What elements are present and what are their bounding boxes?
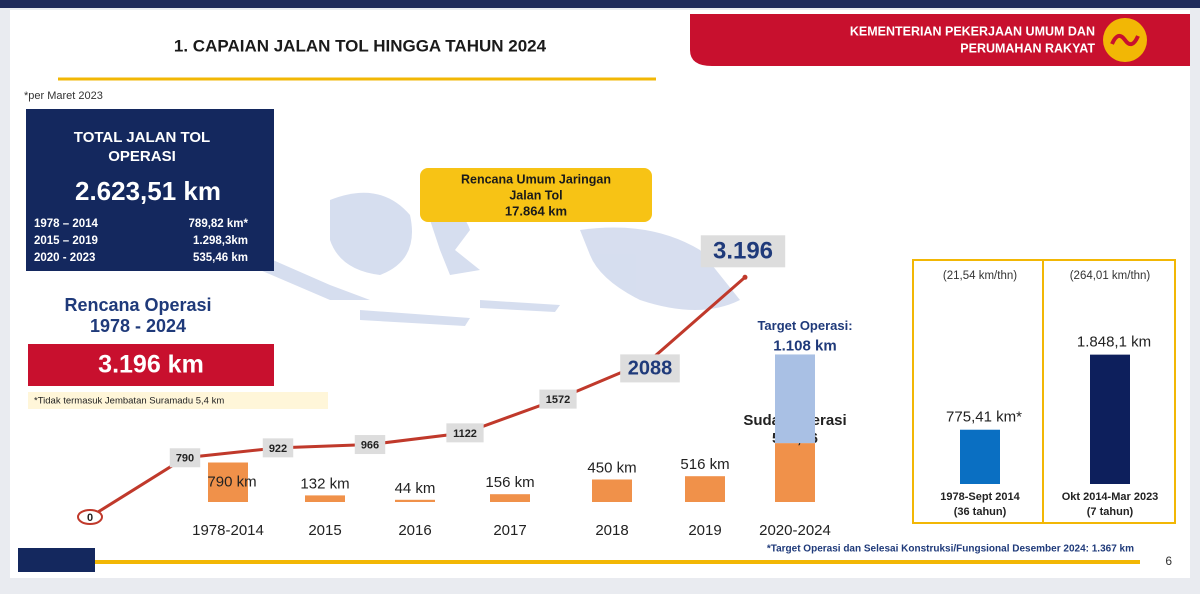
stack-segment	[775, 354, 815, 444]
plan-value: 3.196 km	[98, 351, 204, 379]
x-tick-label: 2018	[595, 522, 628, 539]
total-value: 2.623,51 km	[75, 176, 221, 206]
stack-name: Target Operasi:	[757, 318, 852, 333]
network-text: Rencana Umum Jaringan	[461, 172, 611, 186]
total-amount: 789,82 km*	[189, 218, 249, 230]
network-text: Jalan Tol	[509, 188, 562, 202]
bar	[490, 494, 530, 502]
bar	[1090, 354, 1130, 484]
compare-panel	[1042, 259, 1176, 524]
line-label: 1122	[453, 428, 477, 440]
bar	[395, 499, 435, 502]
ministry-banner	[690, 14, 1190, 66]
total-period: 2015 – 2019	[34, 235, 98, 247]
map	[250, 192, 740, 326]
x-tick-label: 2019	[688, 522, 721, 539]
total-box	[26, 109, 274, 271]
page-number: 6	[1165, 554, 1172, 568]
island	[430, 212, 480, 275]
line-label-bg	[169, 448, 201, 468]
total-title: OPERASI	[108, 148, 176, 165]
bar	[685, 476, 725, 502]
line-label-bg	[354, 435, 386, 455]
x-tick-label: (36 tahun)	[954, 506, 1007, 518]
bar	[592, 479, 632, 502]
total-period: 2020 - 2023	[34, 252, 95, 264]
line-label: 922	[269, 443, 287, 455]
total-amount: 1.298,3km	[193, 235, 248, 247]
plan-note: *Tidak termasuk Jembatan Suramadu 5,4 km	[34, 396, 224, 407]
x-tick-label: Okt 2014-Mar 2023	[1062, 491, 1159, 503]
island	[330, 192, 412, 275]
data-label: 790 km	[207, 473, 256, 490]
network-box	[420, 168, 652, 222]
slide-title: 1. CAPAIAN JALAN TOL HINGGA TAHUN 2024	[174, 36, 547, 55]
total-period: 1978 – 2014	[34, 218, 99, 230]
note: *per Maret 2023	[24, 90, 103, 102]
data-label: 775,41 km*	[946, 409, 1022, 426]
data-label: 44 km	[395, 480, 436, 497]
total-title: TOTAL JALAN TOL	[74, 129, 210, 146]
line-label-bg	[446, 423, 484, 443]
network-text: 17.864 km	[505, 203, 567, 218]
rate-label: (21,54 km/thn)	[943, 270, 1017, 282]
bar	[208, 462, 248, 502]
x-tick-label: (7 tahun)	[1087, 506, 1134, 518]
plan-note-bg	[28, 392, 328, 409]
line-label: 0	[87, 512, 93, 524]
island	[360, 310, 470, 326]
plan-box	[28, 344, 274, 386]
line-label-bg	[539, 389, 577, 409]
total-amount: 535,46 km	[193, 252, 248, 264]
data-label: 450 km	[587, 459, 636, 476]
x-tick-label: 2016	[398, 522, 431, 539]
data-label: 516 km	[680, 456, 729, 473]
x-tick-label: 1978-Sept 2014	[940, 491, 1020, 503]
logo-mark	[1110, 33, 1140, 47]
ministry-line: PERUMAHAN RAKYAT	[960, 41, 1095, 55]
line-point	[742, 274, 748, 280]
line-label: 790	[176, 453, 194, 465]
bar	[305, 495, 345, 502]
line-label: 1572	[546, 394, 570, 406]
ministry-line: KEMENTERIAN PEKERJAAN UMUM DAN	[850, 24, 1095, 38]
stack-segment	[775, 443, 815, 502]
island	[250, 250, 370, 300]
x-tick-label: 2017	[493, 522, 526, 539]
x-tick-label: 2020-2024	[759, 522, 831, 539]
data-label: 156 km	[485, 474, 534, 491]
plan-title: 1978 - 2024	[90, 316, 186, 336]
line-label: 2088	[628, 358, 673, 380]
line-label: 3.196	[713, 238, 773, 265]
top-strip	[0, 0, 1200, 8]
island	[480, 300, 560, 312]
line-label: 966	[361, 439, 379, 451]
line-label-bg	[262, 438, 294, 458]
plan-title: Rencana Operasi	[64, 295, 211, 315]
x-tick-label: 1978-2014	[192, 522, 264, 539]
footer-block	[18, 548, 95, 572]
data-label: 132 km	[300, 475, 349, 492]
stack-label: 1.108 km	[773, 337, 836, 354]
data-label: 1.848,1 km	[1077, 334, 1151, 351]
line-label-bg	[77, 509, 103, 525]
island	[580, 227, 740, 310]
line-label-bg	[700, 235, 786, 268]
rate-label: (264,01 km/thn)	[1070, 270, 1151, 282]
footer-note: *Target Operasi dan Selesai Konstruksi/F…	[767, 544, 1134, 555]
line-label-bg	[620, 354, 680, 383]
bar	[960, 429, 1000, 484]
x-tick-label: 2015	[308, 522, 341, 539]
